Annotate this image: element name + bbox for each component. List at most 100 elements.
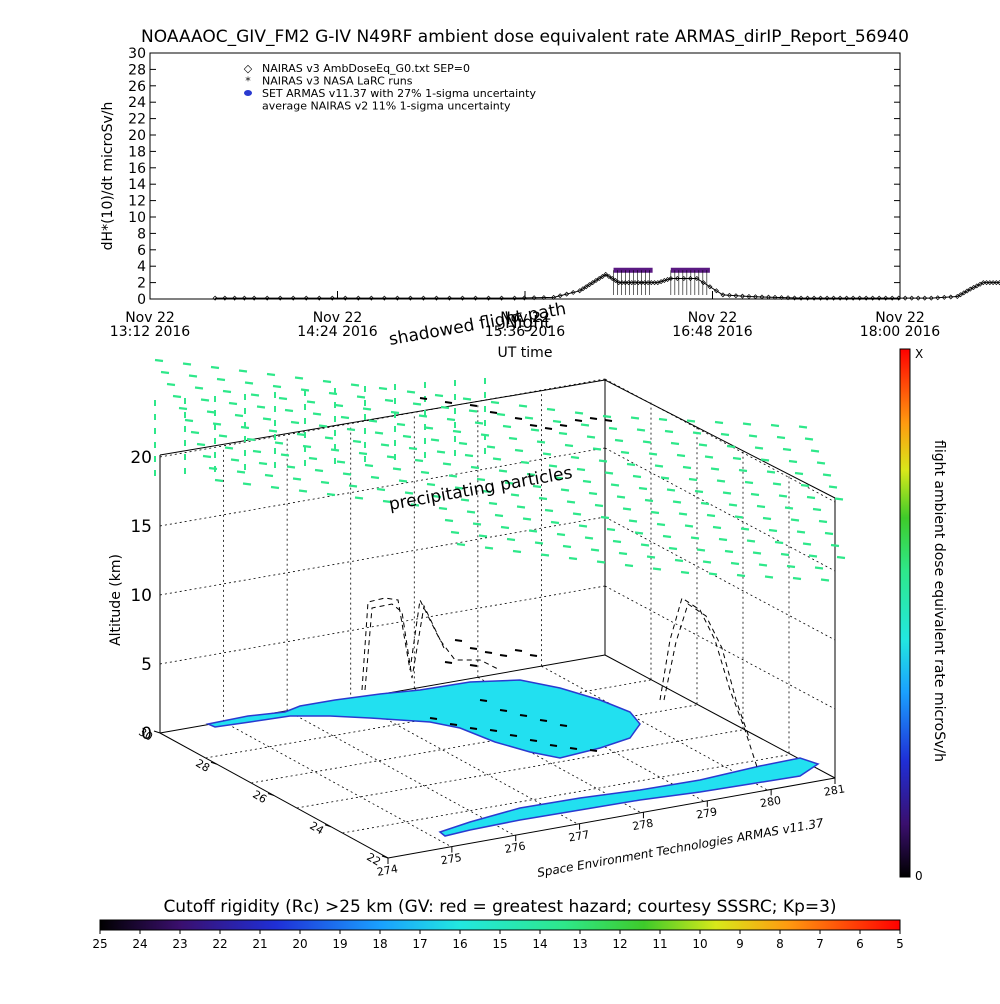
- nairas-point: [222, 295, 228, 301]
- nairas-point: [909, 295, 915, 301]
- particle-mark: [836, 555, 846, 560]
- nairas-point: [381, 295, 387, 301]
- particle-mark: [484, 546, 494, 550]
- nairas-point: [971, 285, 977, 291]
- nairas-point: [798, 295, 804, 301]
- top-y-tick-label: 12: [128, 194, 146, 210]
- path-marker: [539, 719, 548, 722]
- nairas-point: [531, 295, 537, 301]
- particle-mark: [326, 492, 336, 497]
- grid-floor-lon: [286, 710, 516, 837]
- path-marker: [589, 417, 598, 420]
- particle-mark: [296, 432, 306, 437]
- nairas-point: [290, 295, 296, 301]
- particle-mark: [374, 431, 384, 435]
- nairas-point: [541, 295, 547, 301]
- particle-mark: [238, 369, 248, 373]
- particle-mark: [756, 504, 766, 509]
- particle-mark: [418, 414, 428, 418]
- nairas-point: [772, 294, 778, 300]
- particle-mark: [298, 489, 308, 493]
- altitude-tick-label: 5: [141, 655, 152, 675]
- particle-mark: [382, 499, 392, 504]
- particle-mark: [726, 444, 736, 449]
- particle-mark: [504, 481, 514, 485]
- path-marker: [499, 709, 508, 712]
- particle-mark: [682, 465, 692, 470]
- legend-entry: NAIRAS v3 AmbDoseEq_G0.txt SEP=0: [262, 62, 470, 75]
- particle-mark: [242, 482, 252, 486]
- nairas-point: [499, 295, 505, 301]
- nairas-point: [460, 295, 465, 301]
- nairas-point: [446, 295, 452, 301]
- particle-mark: [500, 525, 510, 530]
- rigidity-tick-label: 8: [776, 937, 784, 951]
- latitude-tick-label: 26: [250, 788, 269, 806]
- path-marker: [549, 744, 558, 747]
- legend-symbol: ◇: [244, 62, 253, 75]
- particle-mark: [188, 374, 198, 378]
- particle-mark: [222, 389, 232, 394]
- nairas-point: [700, 280, 706, 286]
- particle-mark: [228, 401, 238, 406]
- rigidity-tick-label: 23: [172, 937, 187, 951]
- path-marker: [484, 651, 493, 654]
- particle-mark: [410, 503, 420, 507]
- particle-mark: [450, 530, 460, 535]
- particle-mark: [630, 416, 640, 420]
- particle-mark: [166, 382, 176, 387]
- particle-mark: [290, 420, 300, 425]
- particle-mark: [456, 542, 466, 547]
- nairas-point: [316, 295, 322, 301]
- particle-mark: [154, 358, 164, 363]
- particle-mark: [462, 397, 472, 401]
- particle-mark: [470, 465, 480, 470]
- particle-mark: [398, 479, 408, 483]
- rigidity-tick-label: 19: [332, 937, 347, 951]
- legend-entry: SET ARMAS v11.37 with 27% 1-sigma uncert…: [262, 87, 536, 100]
- particle-mark: [508, 436, 518, 441]
- land-region-main: [205, 679, 641, 759]
- particle-mark: [446, 417, 456, 422]
- particle-mark: [420, 470, 430, 475]
- particle-mark: [430, 438, 440, 442]
- particle-mark: [414, 458, 424, 463]
- nairas-point: [818, 295, 824, 301]
- nairas-point: [752, 294, 758, 300]
- particle-mark: [828, 485, 838, 489]
- particle-mark: [604, 471, 614, 475]
- particle-mark: [694, 489, 704, 494]
- nairas-point: [355, 295, 361, 301]
- particle-mark: [758, 563, 768, 567]
- top-y-tick-label: 2: [137, 276, 146, 292]
- particle-mark: [518, 404, 528, 408]
- altitude-tick-label: 20: [130, 448, 152, 468]
- particle-mark: [562, 544, 572, 549]
- particle-mark: [460, 498, 470, 502]
- top-y-tick-label: 26: [128, 79, 146, 95]
- particle-mark: [818, 519, 828, 524]
- latitude-tick-mark: [153, 730, 161, 734]
- particle-mark: [346, 427, 356, 432]
- particle-mark: [362, 407, 372, 411]
- longitude-axis: 274 275 276 277 278 279 280 281: [376, 778, 846, 879]
- particle-mark: [780, 552, 790, 557]
- nairas-point: [251, 295, 257, 301]
- particle-mark: [486, 445, 496, 449]
- particle-mark: [216, 377, 226, 382]
- nairas-point: [987, 280, 993, 286]
- particle-mark: [546, 407, 556, 412]
- particle-mark: [566, 500, 576, 504]
- nairas-point: [824, 295, 830, 301]
- particle-mark: [246, 437, 256, 442]
- nairas-point: [570, 289, 576, 295]
- particle-mark: [194, 386, 204, 390]
- particle-mark: [272, 384, 282, 389]
- top-y-tick-label: 16: [128, 161, 146, 177]
- nairas-point: [687, 276, 693, 281]
- particle-mark: [536, 440, 546, 444]
- particle-mark: [750, 492, 760, 497]
- particle-mark: [552, 419, 562, 424]
- particle-mark: [458, 441, 468, 446]
- dose-colorbar-label: flight ambient dose equivalent rate micr…: [931, 440, 947, 762]
